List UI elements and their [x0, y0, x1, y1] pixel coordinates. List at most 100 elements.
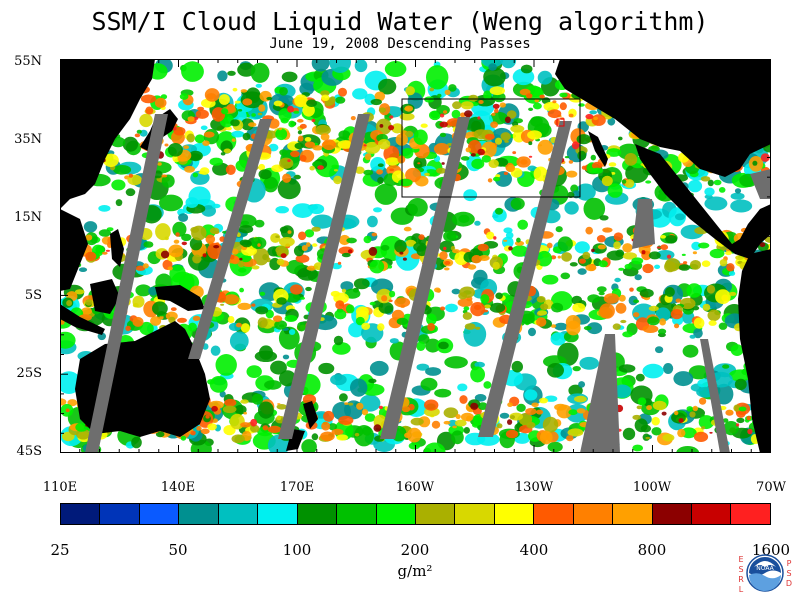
cloud-patch — [270, 360, 287, 375]
cloud-patch — [350, 378, 368, 397]
cloud-patch — [445, 303, 458, 313]
cloud-patch — [692, 251, 698, 255]
cloud-patch — [444, 260, 451, 265]
cloud-patch — [734, 188, 742, 194]
cloud-patch — [678, 418, 684, 423]
cloud-patch — [662, 433, 675, 442]
cloud-patch — [443, 407, 459, 419]
colorbar-label: 100 — [282, 541, 312, 559]
cloud-patch — [481, 141, 497, 158]
cloud-patch — [311, 226, 321, 232]
cloud-patch — [550, 324, 557, 328]
cloud-patch — [746, 415, 751, 421]
cloud-patch — [506, 164, 516, 172]
cloud-patch — [132, 316, 144, 327]
cloud-patch — [287, 159, 291, 162]
cloud-patch — [177, 317, 187, 323]
lat-label: 15N — [14, 210, 42, 225]
cloud-patch — [459, 286, 476, 298]
cloud-patch — [443, 420, 451, 425]
cloud-patch — [311, 118, 316, 123]
cloud-patch — [693, 328, 703, 339]
cloud-patch — [463, 189, 478, 202]
cloud-patch — [333, 169, 339, 172]
cloud-patch — [300, 296, 305, 300]
cloud-patch — [536, 409, 544, 415]
cloud-patch — [413, 129, 428, 145]
cloud-patch — [294, 142, 304, 150]
cloud-patch — [475, 326, 481, 330]
cloud-patch — [276, 404, 288, 410]
cloud-patch — [355, 166, 365, 174]
lon-label: 160W — [395, 480, 435, 495]
cloud-patch — [330, 290, 341, 297]
cloud-patch — [209, 157, 223, 166]
cloud-patch — [443, 230, 457, 242]
cloud-patch — [536, 296, 546, 303]
cloud-patch — [495, 207, 503, 215]
cloud-patch — [671, 412, 686, 424]
cloud-patch — [282, 173, 292, 183]
cloud-patch — [474, 394, 487, 402]
cloud-patch — [646, 405, 652, 411]
cloud-patch — [500, 59, 517, 69]
map-svg — [60, 59, 771, 453]
cloud-patch — [525, 93, 533, 99]
cloud-patch — [436, 167, 447, 174]
cloud-patch — [541, 274, 559, 285]
cloud-patch — [85, 234, 93, 241]
cloud-patch — [591, 161, 603, 170]
cloud-patch — [585, 264, 597, 272]
cloud-patch — [258, 169, 272, 180]
cloud-patch — [728, 369, 752, 382]
cloud-patch — [294, 94, 308, 108]
cloud-patch — [398, 178, 413, 187]
cloud-patch — [471, 255, 482, 264]
lon-label: 110E — [42, 480, 78, 495]
cloud-patch — [601, 175, 613, 187]
cloud-patch — [416, 244, 428, 257]
cloud-patch — [332, 342, 351, 355]
cloud-patch — [656, 246, 661, 249]
cloud-patch — [463, 427, 470, 434]
cloud-patch — [527, 165, 537, 172]
cloud-patch — [733, 404, 741, 412]
cloud-patch — [405, 167, 422, 183]
cloud-patch — [651, 416, 660, 426]
cloud-patch — [666, 254, 672, 259]
cloud-patch — [181, 233, 192, 242]
cloud-patch — [321, 94, 330, 101]
land-indochina — [60, 209, 88, 291]
land-philippines — [110, 229, 124, 267]
cloud-patch — [495, 137, 502, 145]
cloud-patch — [470, 153, 476, 157]
cloud-patch — [239, 257, 243, 261]
cloud-patch — [614, 277, 621, 283]
cloud-patch — [555, 226, 563, 233]
cloud-patch — [610, 172, 616, 175]
cloud-patch — [196, 426, 202, 431]
cloud-patch — [471, 158, 485, 169]
cloud-patch — [478, 100, 484, 104]
cloud-patch — [493, 176, 501, 182]
cloud-patch — [707, 309, 721, 322]
cloud-patch — [736, 417, 745, 424]
cloud-patch — [209, 376, 228, 393]
cloud-patch — [537, 310, 548, 316]
cloud-patch — [700, 414, 705, 417]
cloud-patch — [279, 226, 289, 234]
cloud-patch — [624, 153, 638, 166]
cloud-patch — [560, 272, 571, 280]
cloud-patch — [361, 322, 371, 330]
cloud-patch — [630, 385, 653, 405]
cloud-patch — [338, 87, 347, 97]
cloud-patch — [354, 59, 368, 73]
cloud-patch — [624, 179, 635, 188]
cloud-patch — [293, 245, 305, 257]
cloud-patch — [401, 148, 414, 159]
cloud-patch — [434, 287, 441, 293]
colorbar-swatch — [573, 504, 614, 524]
swath-gap — [278, 114, 370, 439]
cloud-patch — [231, 130, 245, 138]
cloud-patch — [730, 192, 745, 200]
